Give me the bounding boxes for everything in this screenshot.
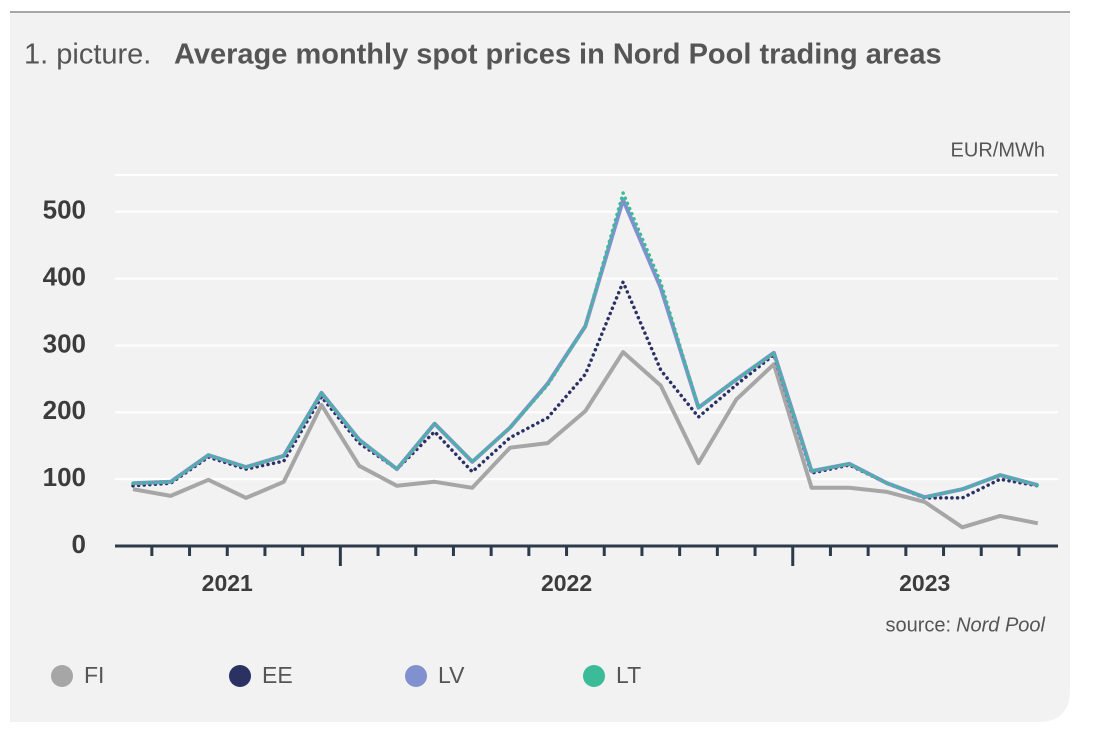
y-tick-label: 400 <box>43 261 86 291</box>
series-line <box>131 191 1040 499</box>
legend-label: LT <box>616 662 641 688</box>
legend-label: LV <box>438 662 465 688</box>
source-prefix: source: <box>885 614 951 636</box>
y-tick-label: 0 <box>72 529 86 559</box>
legend-swatch <box>583 665 605 687</box>
source: Nord Pool <box>956 614 1045 636</box>
legend-label: FI <box>84 662 104 688</box>
title-prefix: 1. picture. <box>24 39 151 71</box>
x-tick-label: 2022 <box>541 570 592 596</box>
x-tick-label: 2021 <box>202 570 253 596</box>
legend-swatch <box>229 665 251 687</box>
legend-label: EE <box>262 662 293 688</box>
y-tick-label: 200 <box>43 395 86 425</box>
x-tick-label: 2023 <box>899 570 950 596</box>
series-line <box>132 350 1039 530</box>
unit-label: EUR/MWh <box>951 139 1045 161</box>
y-tick-label: 100 <box>43 462 86 492</box>
y-tick-label: 500 <box>43 195 86 225</box>
legend-swatch <box>51 665 73 687</box>
legend-swatch <box>405 665 427 687</box>
y-tick-label: 300 <box>43 328 86 358</box>
chart-title: Average monthly spot prices in Nord Pool… <box>174 39 942 71</box>
